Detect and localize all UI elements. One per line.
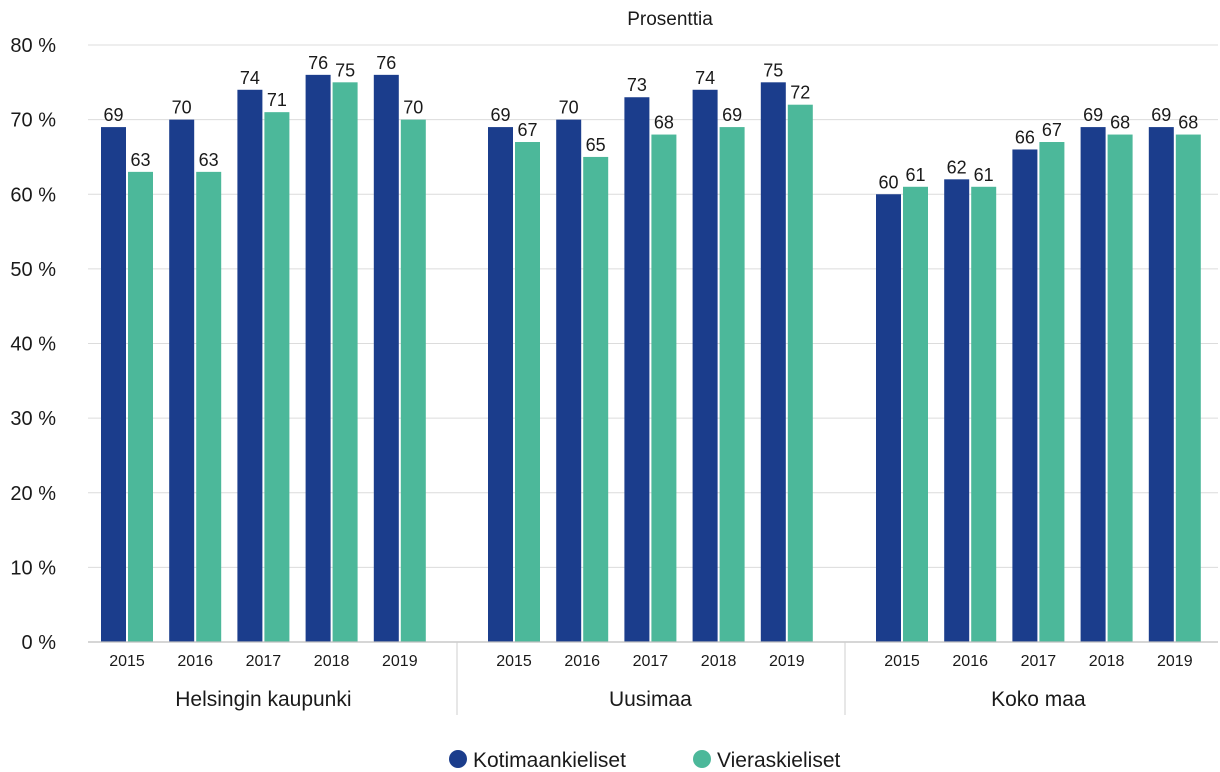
bar-value-label: 75 xyxy=(335,60,355,80)
bar xyxy=(903,186,928,642)
y-tick-label: 70 % xyxy=(10,110,56,132)
legend-label: Kotimaankieliset xyxy=(473,749,626,772)
bar xyxy=(488,127,513,642)
legend-marker xyxy=(449,750,467,768)
bar-value-label: 63 xyxy=(199,150,219,170)
bar-value-label: 67 xyxy=(517,120,537,140)
bar-value-label: 70 xyxy=(403,98,423,118)
x-tick-label: 2015 xyxy=(109,653,145,670)
x-tick-label: 2016 xyxy=(564,653,600,670)
y-tick-label: 10 % xyxy=(10,557,56,579)
bar xyxy=(1080,127,1106,642)
bar-value-label: 69 xyxy=(103,105,123,125)
group-label: Helsingin kaupunki xyxy=(175,688,351,711)
bar xyxy=(400,119,426,642)
x-tick-label: 2018 xyxy=(1089,653,1125,670)
bar xyxy=(583,156,609,642)
bar-value-label: 76 xyxy=(308,53,328,73)
x-axis: 2015 2016 2017 2018 2019 Helsingin kaupunki 20… xyxy=(88,641,1218,715)
bar xyxy=(169,119,195,642)
bar xyxy=(787,104,813,642)
bar-value-label: 62 xyxy=(947,157,967,177)
bar-value-label: 74 xyxy=(695,68,715,88)
x-tick-label: 2018 xyxy=(314,653,350,670)
bars xyxy=(101,74,1201,643)
x-tick-label: 2019 xyxy=(1157,653,1193,670)
bar xyxy=(1039,142,1065,642)
x-tick-label: 2016 xyxy=(952,653,988,670)
x-tick-label: 2019 xyxy=(382,653,418,670)
bar xyxy=(196,171,222,643)
bar xyxy=(1107,134,1133,643)
bar xyxy=(332,82,358,642)
x-tick-label: 2017 xyxy=(633,653,669,670)
bar xyxy=(305,74,331,643)
bar-value-label: 69 xyxy=(490,105,510,125)
bar-value-label: 66 xyxy=(1015,127,1035,147)
bar-value-label: 68 xyxy=(1110,113,1130,133)
bar xyxy=(1175,134,1201,643)
bar-value-label: 70 xyxy=(172,98,192,118)
y-tick-label: 20 % xyxy=(10,483,56,505)
bar-value-label: 69 xyxy=(722,105,742,125)
y-tick-label: 0 % xyxy=(22,632,57,654)
bar xyxy=(760,82,786,642)
x-tick-label: 2015 xyxy=(884,653,920,670)
group-label: Koko maa xyxy=(991,688,1086,711)
bar xyxy=(556,119,582,642)
bar-value-label: 61 xyxy=(905,165,925,185)
x-tick-label: 2019 xyxy=(769,653,805,670)
bar xyxy=(692,89,718,642)
x-tick-label: 2017 xyxy=(246,653,282,670)
bar xyxy=(1148,127,1174,642)
bar xyxy=(651,134,677,643)
bar xyxy=(719,127,745,642)
bar-value-label: 60 xyxy=(878,172,898,192)
y-tick-label: 50 % xyxy=(10,259,56,281)
bar xyxy=(1012,149,1038,642)
bar-value-label: 71 xyxy=(267,90,287,110)
bar-value-label: 67 xyxy=(1042,120,1062,140)
y-tick-label: 80 % xyxy=(10,35,56,57)
x-tick-label: 2017 xyxy=(1021,653,1057,670)
bar xyxy=(264,112,290,643)
bar xyxy=(515,142,540,642)
x-tick-label: 2018 xyxy=(701,653,737,670)
bar-value-label: 76 xyxy=(376,53,396,73)
y-tick-label: 40 % xyxy=(10,334,56,356)
bar-value-label: 72 xyxy=(790,83,810,103)
bar xyxy=(373,74,399,643)
x-tick-label: 2015 xyxy=(496,653,532,670)
bar xyxy=(128,171,153,643)
bar-value-label: 69 xyxy=(1083,105,1103,125)
bar-value-label: 74 xyxy=(240,68,260,88)
legend-label: Vieraskieliset xyxy=(717,749,840,772)
bar-value-label: 61 xyxy=(974,165,994,185)
bar xyxy=(876,194,901,642)
bar xyxy=(237,89,263,642)
bar-value-label: 65 xyxy=(586,135,606,155)
bar-value-label: 63 xyxy=(130,150,150,170)
bar-value-label: 73 xyxy=(627,75,647,95)
chart-title: Prosenttia xyxy=(627,9,713,30)
bar-value-label: 69 xyxy=(1151,105,1171,125)
y-tick-label: 60 % xyxy=(10,184,56,206)
group-label: Uusimaa xyxy=(609,688,692,711)
bar-value-label: 75 xyxy=(763,60,783,80)
y-axis-ticks: 0 % 10 % 20 % 30 % 40 % 50 % 60 % 70 % 80 % xyxy=(10,35,56,654)
x-tick-label: 2016 xyxy=(177,653,213,670)
bar-value-label: 70 xyxy=(559,98,579,118)
legend: Kotimaankieliset Vieraskieliset xyxy=(449,749,840,772)
bar xyxy=(944,179,970,642)
data-labels: 69 63 70 63 74 71 76 75 76 70 69 67 70 65 73 68 74 69 75 72… xyxy=(103,53,1198,192)
bar xyxy=(624,97,650,643)
bar-value-label: 68 xyxy=(654,113,674,133)
legend-marker xyxy=(693,750,711,768)
y-tick-label: 30 % xyxy=(10,408,56,430)
bar xyxy=(971,186,997,642)
bar xyxy=(101,127,126,642)
bar-value-label: 68 xyxy=(1178,113,1198,133)
